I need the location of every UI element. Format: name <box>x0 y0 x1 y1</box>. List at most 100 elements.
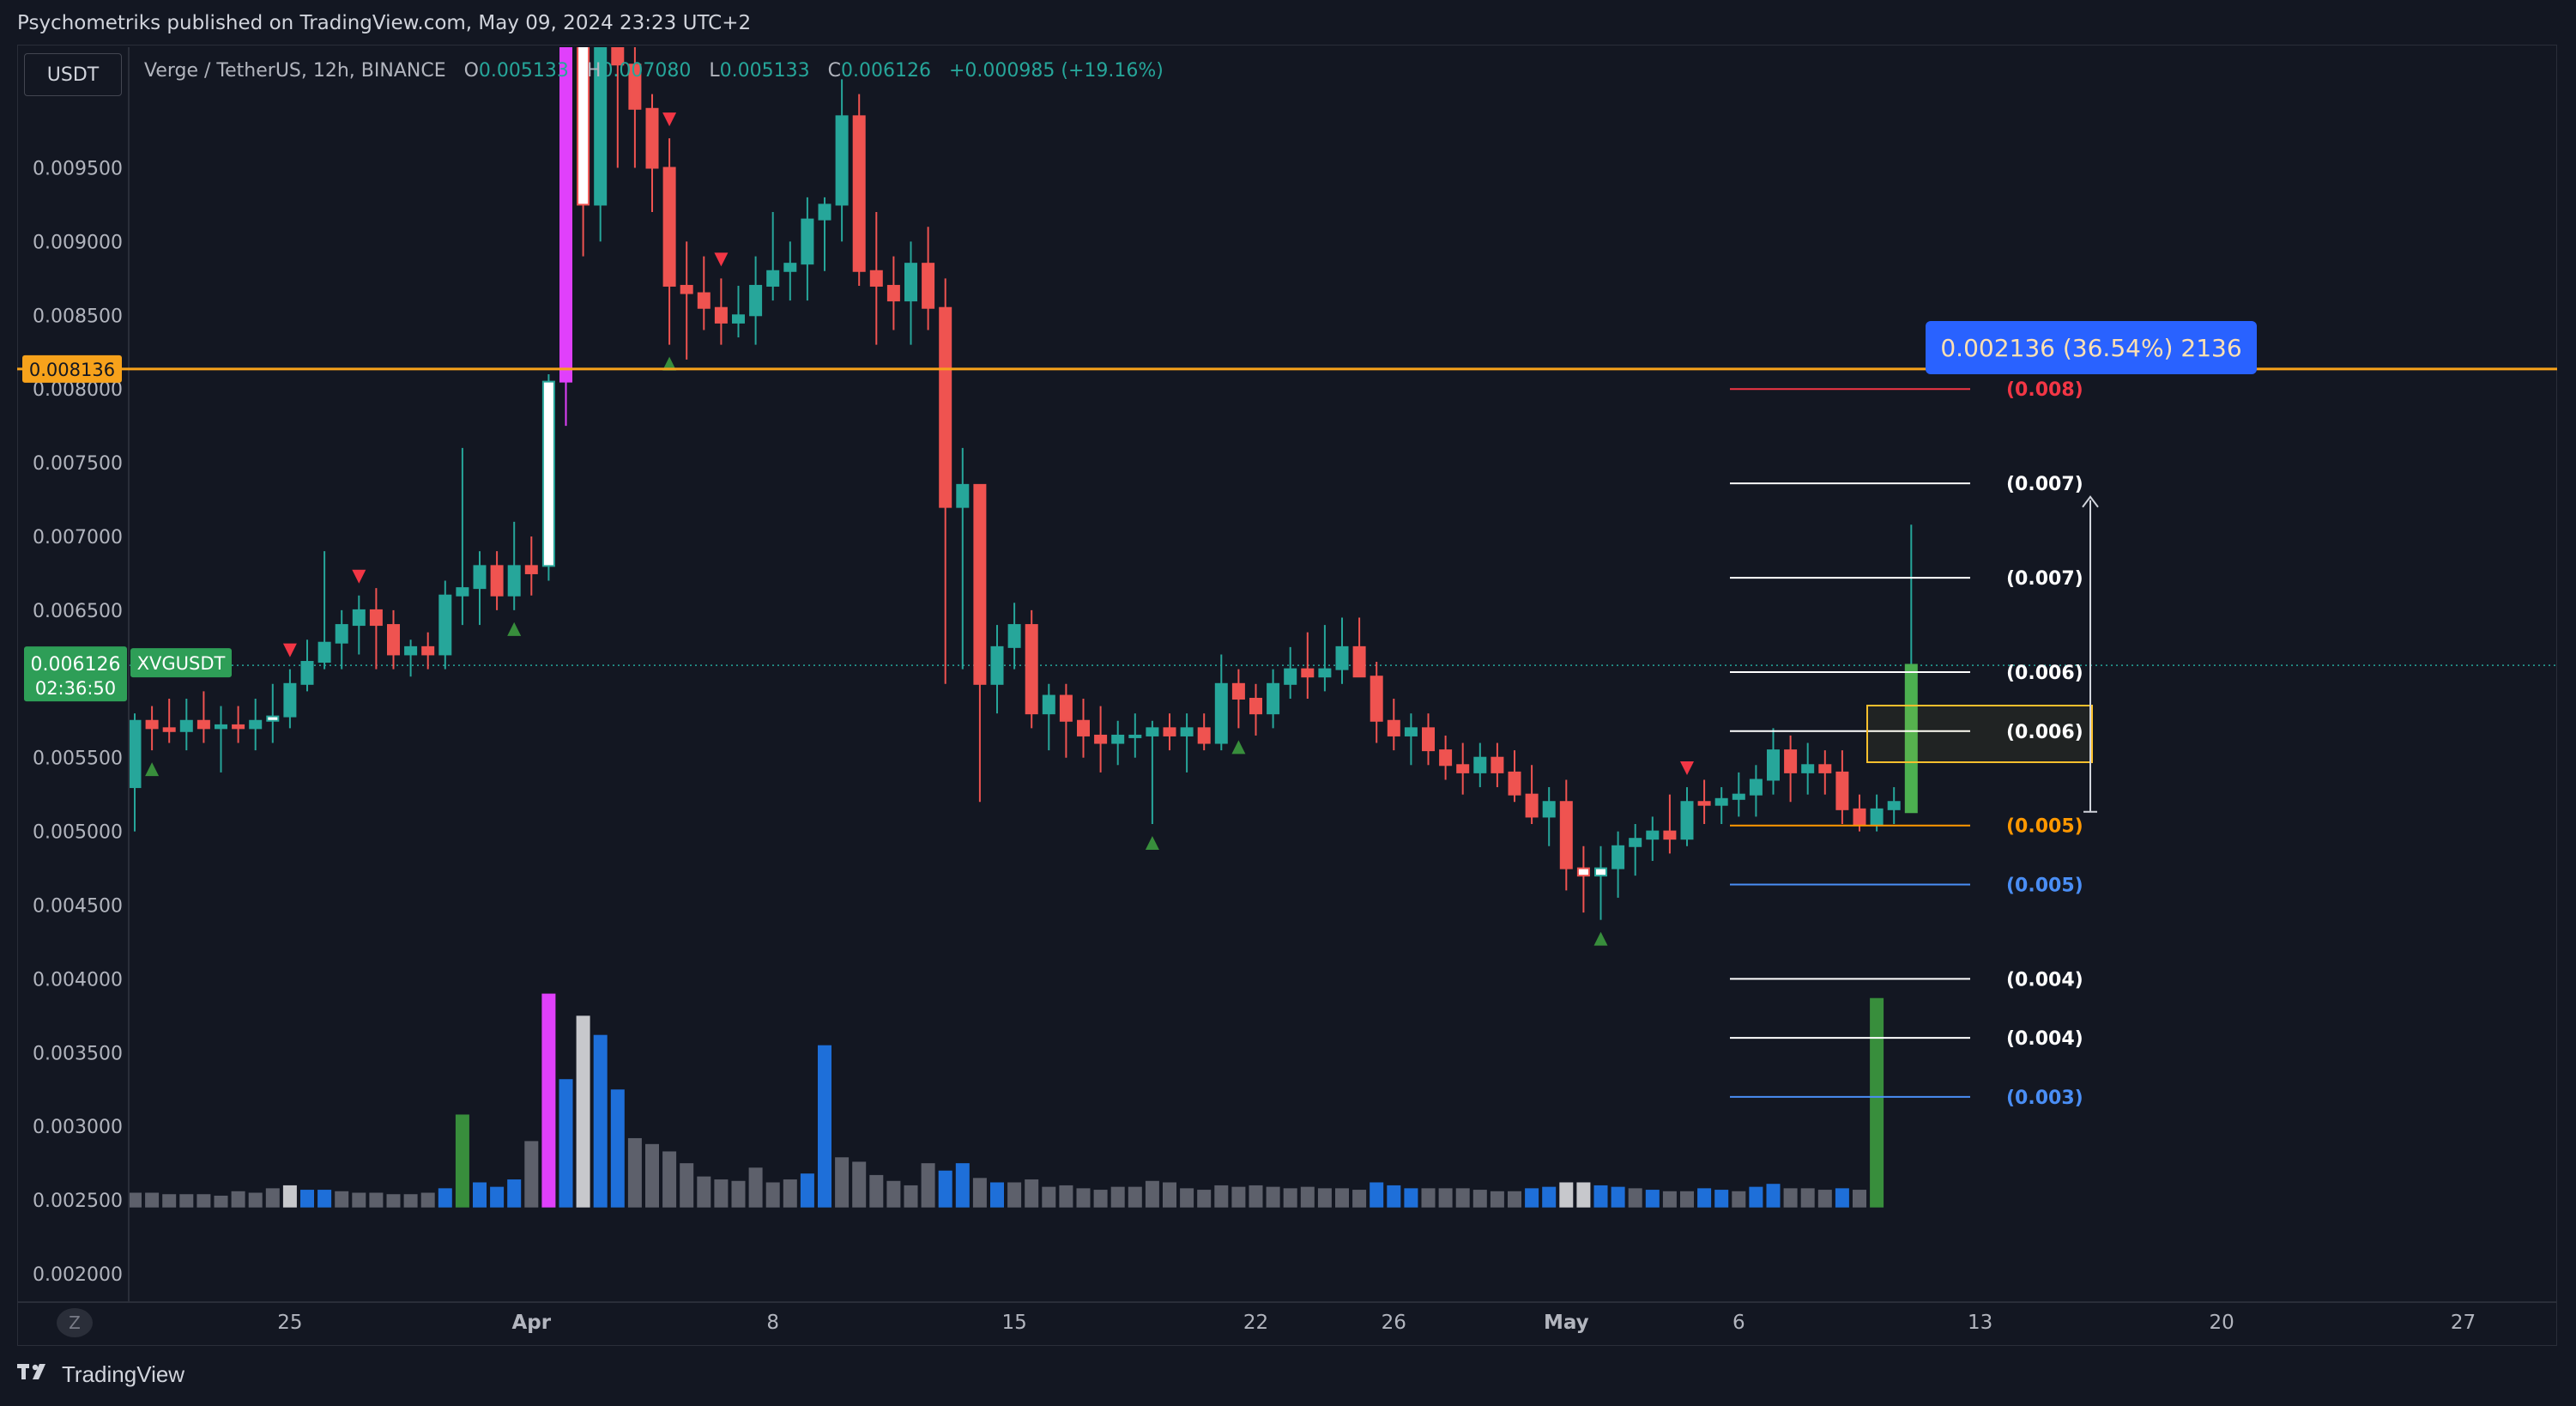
candle <box>1318 668 1332 678</box>
candle <box>628 64 642 110</box>
candle <box>1525 793 1539 818</box>
x-tick-label: 20 <box>2209 1312 2234 1334</box>
candle <box>1422 727 1435 752</box>
candle <box>1111 734 1125 744</box>
candle <box>1559 801 1573 870</box>
volume-bar <box>1714 1190 1729 1208</box>
y-tick-label: 0.009500 <box>33 159 123 180</box>
volume-bar <box>490 1186 505 1208</box>
candle <box>129 719 142 789</box>
candle <box>490 565 504 597</box>
candle <box>732 314 745 324</box>
candle <box>1370 676 1383 722</box>
volume-bar <box>1093 1190 1108 1208</box>
z-button[interactable]: Z <box>57 1308 93 1337</box>
candle <box>1853 808 1866 826</box>
candle <box>1301 668 1315 678</box>
volume-bar <box>800 1173 814 1208</box>
candle <box>266 715 280 722</box>
sell-signal-icon <box>282 643 297 658</box>
tradingview-wordmark: TradingView <box>62 1361 185 1387</box>
volume-bar <box>369 1192 384 1208</box>
candle <box>749 284 763 317</box>
volume-bar <box>1180 1188 1194 1208</box>
tradingview-logo-icon <box>17 1362 53 1387</box>
y-tick-label: 0.008000 <box>33 379 123 401</box>
volume-bar <box>818 1045 831 1208</box>
sell-signal-icon <box>352 569 366 584</box>
plot-area <box>129 47 2557 1208</box>
buy-signal-icon <box>1593 931 1608 946</box>
volume-bar <box>938 1170 952 1208</box>
volume-bar <box>1680 1191 1694 1208</box>
volume-bar <box>1508 1191 1521 1208</box>
volume-bar <box>1163 1182 1176 1208</box>
buy-signal-icon <box>507 621 522 636</box>
candle <box>1801 764 1815 773</box>
candle <box>1267 682 1280 715</box>
volume-bar <box>1766 1184 1781 1208</box>
candle <box>541 380 555 567</box>
volume-bar <box>1128 1186 1142 1208</box>
candle <box>473 565 487 590</box>
top-bar: Psychometriks published on TradingView.c… <box>0 0 2576 50</box>
candle <box>1473 756 1487 773</box>
x-tick-label: Apr <box>511 1312 551 1334</box>
candle <box>197 719 210 730</box>
candle <box>680 284 693 294</box>
y-tick-label: 0.003500 <box>33 1043 123 1064</box>
volume-bar <box>1352 1190 1367 1208</box>
candle <box>1663 830 1677 840</box>
candle <box>1163 727 1176 736</box>
volume-bar <box>179 1194 194 1208</box>
candle <box>1646 830 1660 840</box>
volume-bar <box>714 1179 729 1208</box>
y-tick-label: 0.008500 <box>33 306 123 327</box>
volume-bar <box>1697 1188 1712 1208</box>
fib-level-label: (0.004) <box>2006 1028 2083 1050</box>
candle <box>1197 727 1211 744</box>
legend-high-value: 0.007080 <box>601 60 692 82</box>
candle <box>1612 845 1625 870</box>
volume-bar <box>162 1194 177 1208</box>
volume-bar <box>1317 1188 1332 1208</box>
candle <box>1146 727 1159 736</box>
volume-bar <box>645 1143 659 1208</box>
volume-bar <box>1370 1182 1384 1208</box>
volume-bar <box>265 1188 280 1208</box>
chart-frame <box>17 45 2557 1346</box>
volume-bar <box>627 1137 642 1208</box>
fib-level-label: (0.007) <box>2006 568 2083 590</box>
candle <box>1732 793 1745 800</box>
volume-bar <box>420 1192 435 1208</box>
legend-symbol[interactable]: Verge / TetherUS, 12h, BINANCE <box>144 60 446 82</box>
legend-close-value: 0.006126 <box>841 60 931 82</box>
volume-bar <box>904 1185 918 1208</box>
volume-bar <box>1800 1188 1815 1208</box>
volume-bar <box>921 1163 935 1208</box>
volume-bar <box>1835 1188 1849 1208</box>
volume-bar <box>1490 1191 1504 1208</box>
candle <box>1077 719 1090 736</box>
volume-bar <box>1025 1179 1039 1208</box>
currency-button[interactable]: USDT <box>24 53 122 96</box>
y-tick-label: 0.007000 <box>33 527 123 548</box>
measure-arrow-icon <box>2082 495 2099 508</box>
candle <box>404 645 418 656</box>
candle <box>249 719 263 730</box>
legend-low-label: L <box>709 60 720 82</box>
volume-bar <box>1783 1188 1798 1208</box>
volume-bar <box>507 1179 522 1208</box>
volume-bar <box>1628 1188 1642 1208</box>
candle <box>869 270 883 287</box>
fib-level-label: (0.004) <box>2006 969 2083 991</box>
x-tick-label: 6 <box>1732 1312 1745 1334</box>
tradingview-brand[interactable]: TradingView <box>17 1361 184 1388</box>
candle <box>524 565 538 574</box>
volume-bar <box>1214 1185 1229 1208</box>
x-tick-label: 15 <box>1001 1312 1026 1334</box>
volume-bar <box>955 1163 970 1208</box>
volume-bar <box>145 1192 160 1208</box>
candle <box>1784 749 1798 773</box>
